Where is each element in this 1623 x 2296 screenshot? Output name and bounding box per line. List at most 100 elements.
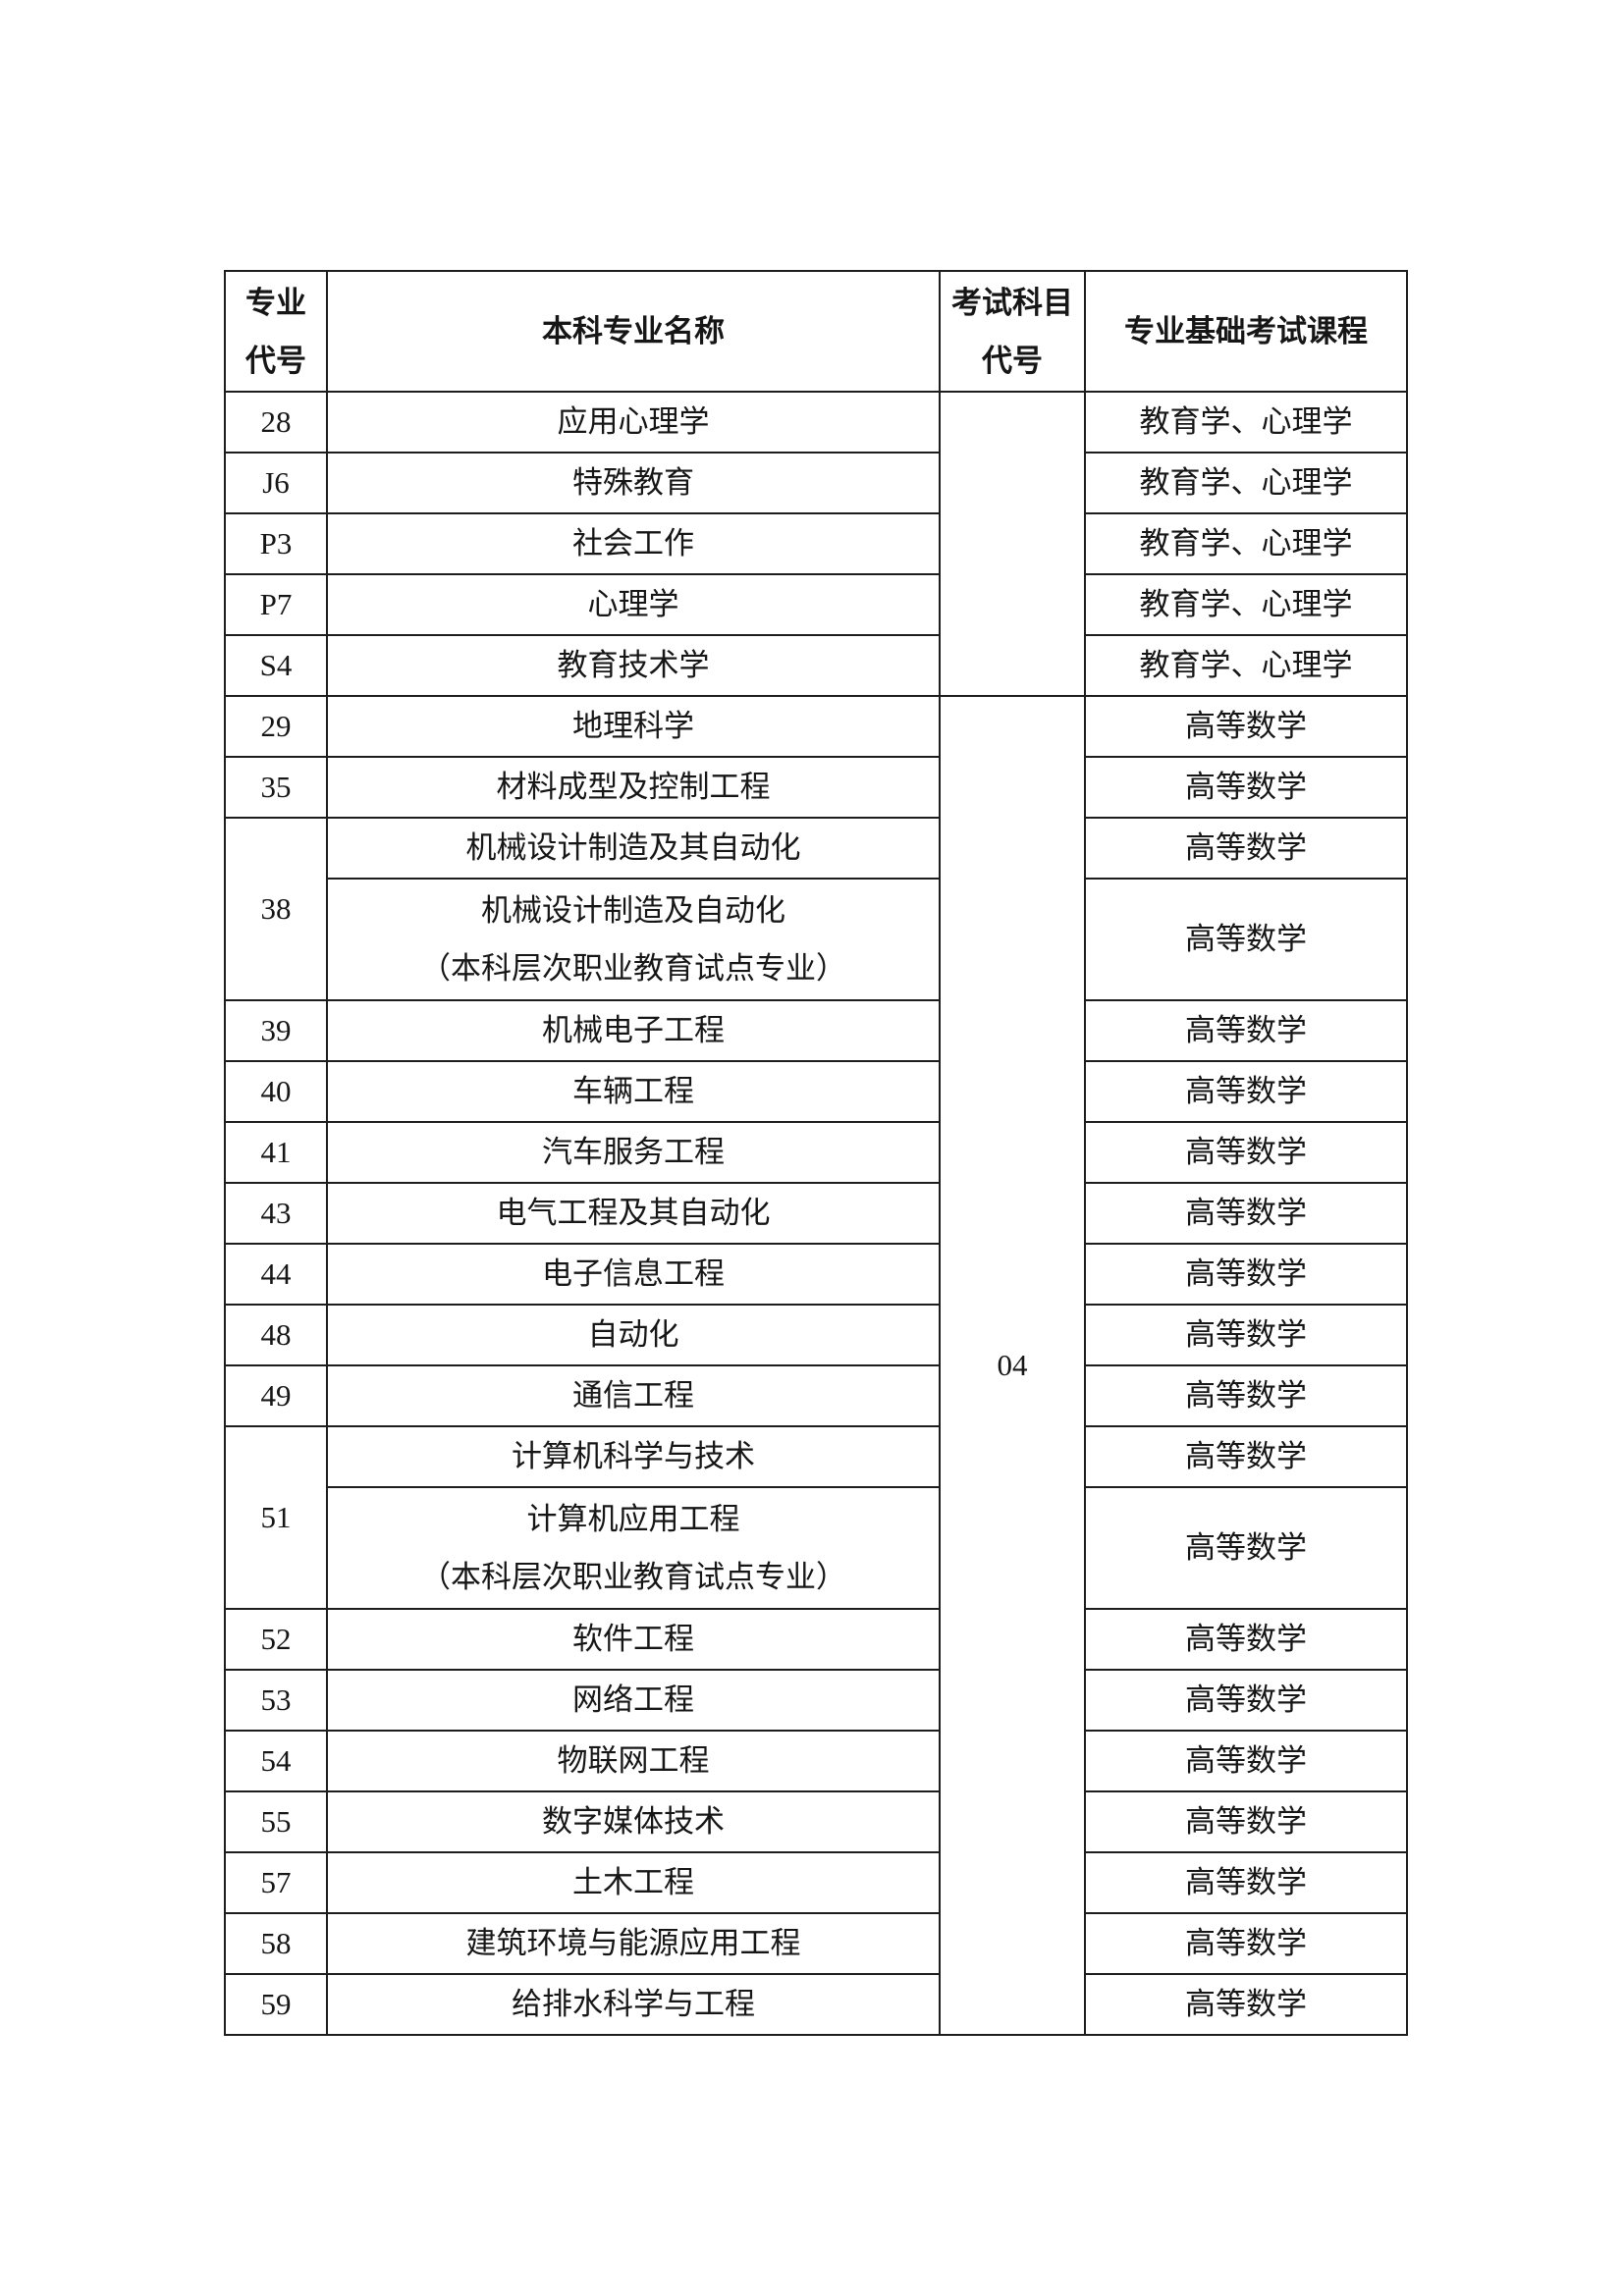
table-row: J6 特殊教育 教育学、心理学 xyxy=(224,452,1408,514)
major-code-cell: 40 xyxy=(224,1060,328,1123)
table-row: S4 教育技术学 教育学、心理学 xyxy=(224,634,1408,697)
major-name-cell: 机械电子工程 xyxy=(326,999,941,1062)
exam-code-cell-group1 xyxy=(939,391,1086,697)
header-major-name: 本科专业名称 xyxy=(326,270,941,393)
major-code-cell: 54 xyxy=(224,1730,328,1792)
table-row: 38 机械设计制造及其自动化 高等数学 xyxy=(224,817,1408,1001)
major-code-cell: 57 xyxy=(224,1851,328,1914)
course-cell: 高等数学 xyxy=(1084,999,1408,1062)
table-row: 51 计算机科学与技术 高等数学 xyxy=(224,1425,1408,1610)
major-name-line1: 机械设计制造及自动化 xyxy=(481,893,785,928)
course-cell: 高等数学 xyxy=(1084,1790,1408,1853)
table-row: 28 应用心理学 教育学、心理学 xyxy=(224,391,1408,697)
course-cell: 高等数学 xyxy=(1084,1243,1408,1306)
table-row: 43 电气工程及其自动化 高等数学 xyxy=(224,1182,1408,1245)
course-cell: 高等数学 xyxy=(1084,695,1408,758)
major-code-cell: P3 xyxy=(224,512,328,575)
course-cell: 高等数学 xyxy=(1084,878,1408,1001)
table-row: 52 软件工程 高等数学 xyxy=(224,1608,1408,1671)
major-name-cell: 建筑环境与能源应用工程 xyxy=(326,1912,941,1975)
major-name-cell: 车辆工程 xyxy=(326,1060,941,1123)
course-cell: 教育学、心理学 xyxy=(1084,573,1408,636)
major-name-cell: 电子信息工程 xyxy=(326,1243,941,1306)
major-code-cell: 49 xyxy=(224,1364,328,1427)
major-name-line1: 计算机应用工程 xyxy=(526,1502,740,1536)
header-exam-subject-code: 考试科目 代号 xyxy=(939,270,1086,393)
major-name-cell: 教育技术学 xyxy=(326,634,941,697)
major-code-cell: S4 xyxy=(224,634,328,697)
major-name-cell: 地理科学 xyxy=(326,695,941,758)
course-cell: 高等数学 xyxy=(1084,1425,1408,1488)
course-cell: 高等数学 xyxy=(1084,1912,1408,1975)
major-code-cell: 58 xyxy=(224,1912,328,1975)
table-row: 44 电子信息工程 高等数学 xyxy=(224,1243,1408,1306)
header-major-code-line1: 专业 xyxy=(245,285,306,320)
course-cell: 高等数学 xyxy=(1084,1121,1408,1184)
major-name-cell: 网络工程 xyxy=(326,1669,941,1732)
header-basic-course: 专业基础考试课程 xyxy=(1084,270,1408,393)
major-name-cell: 机械设计制造及其自动化 xyxy=(326,817,941,880)
major-name-cell: 给排水科学与工程 xyxy=(326,1973,941,2036)
major-code-cell: J6 xyxy=(224,452,328,514)
course-cell: 教育学、心理学 xyxy=(1084,391,1408,454)
exam-code-cell-group2: 04 xyxy=(939,695,1086,2036)
major-name-cell: 软件工程 xyxy=(326,1608,941,1671)
course-cell: 高等数学 xyxy=(1084,756,1408,819)
major-code-cell: 35 xyxy=(224,756,328,819)
table-row: 40 车辆工程 高等数学 xyxy=(224,1060,1408,1123)
major-name-cell: 通信工程 xyxy=(326,1364,941,1427)
course-cell: 高等数学 xyxy=(1084,1973,1408,2036)
table-row: 57 土木工程 高等数学 xyxy=(224,1851,1408,1914)
course-cell: 高等数学 xyxy=(1084,1364,1408,1427)
major-name-cell: 汽车服务工程 xyxy=(326,1121,941,1184)
course-cell: 高等数学 xyxy=(1084,1486,1408,1610)
major-name-line2: （本科层次职业教育试点专业） xyxy=(420,951,846,986)
table-header-row: 专业 代号 本科专业名称 考试科目 代号 专业基础考试课程 xyxy=(224,270,1408,393)
course-cell: 高等数学 xyxy=(1084,1669,1408,1732)
course-cell: 高等数学 xyxy=(1084,817,1408,880)
major-code-cell: 29 xyxy=(224,695,328,758)
major-name-cell: 机械设计制造及自动化 （本科层次职业教育试点专业） xyxy=(326,878,941,1001)
table-row: P3 社会工作 教育学、心理学 xyxy=(224,512,1408,575)
header-exam-subject-code-line1: 考试科目 xyxy=(951,285,1073,320)
course-cell: 高等数学 xyxy=(1084,1304,1408,1366)
major-code-cell: 59 xyxy=(224,1973,328,2036)
major-name-cell: 应用心理学 xyxy=(326,391,941,454)
major-name-cell: 社会工作 xyxy=(326,512,941,575)
course-cell: 高等数学 xyxy=(1084,1730,1408,1792)
major-name-cell: 特殊教育 xyxy=(326,452,941,514)
header-major-code-line2: 代号 xyxy=(245,343,306,378)
table-row: 计算机应用工程 （本科层次职业教育试点专业） 高等数学 xyxy=(225,1486,1408,1610)
course-cell: 高等数学 xyxy=(1084,1608,1408,1671)
table-row: 53 网络工程 高等数学 xyxy=(224,1669,1408,1732)
major-name-cell: 心理学 xyxy=(326,573,941,636)
table-row: 39 机械电子工程 高等数学 xyxy=(224,999,1408,1062)
major-code-cell: 38 xyxy=(224,817,328,1001)
table-row: 58 建筑环境与能源应用工程 高等数学 xyxy=(224,1912,1408,1975)
major-name-line2: （本科层次职业教育试点专业） xyxy=(420,1560,846,1594)
major-code-cell: 53 xyxy=(224,1669,328,1732)
table-row: 29 地理科学 04 高等数学 xyxy=(224,695,1408,2036)
majors-exam-table: 专业 代号 本科专业名称 考试科目 代号 专业基础考试课程 28 应用心理学 教… xyxy=(224,270,1408,2036)
major-name-cell: 计算机科学与技术 xyxy=(326,1425,941,1488)
course-cell: 高等数学 xyxy=(1084,1060,1408,1123)
table-row: 54 物联网工程 高等数学 xyxy=(224,1730,1408,1792)
table-row: 41 汽车服务工程 高等数学 xyxy=(224,1121,1408,1184)
table-row: 49 通信工程 高等数学 xyxy=(224,1364,1408,1427)
table-row: P7 心理学 教育学、心理学 xyxy=(224,573,1408,636)
major-name-cell: 计算机应用工程 （本科层次职业教育试点专业） xyxy=(326,1486,941,1610)
course-cell: 教育学、心理学 xyxy=(1084,452,1408,514)
course-cell: 教育学、心理学 xyxy=(1084,512,1408,575)
major-code-cell: 55 xyxy=(224,1790,328,1853)
major-name-cell: 数字媒体技术 xyxy=(326,1790,941,1853)
course-cell: 高等数学 xyxy=(1084,1851,1408,1914)
major-code-cell: 51 xyxy=(224,1425,328,1610)
major-code-cell: 43 xyxy=(224,1182,328,1245)
major-name-cell: 电气工程及其自动化 xyxy=(326,1182,941,1245)
major-code-cell: 39 xyxy=(224,999,328,1062)
major-code-cell: P7 xyxy=(224,573,328,636)
major-code-cell: 41 xyxy=(224,1121,328,1184)
table-row: 48 自动化 高等数学 xyxy=(224,1304,1408,1366)
header-major-code: 专业 代号 xyxy=(224,270,328,393)
major-name-cell: 土木工程 xyxy=(326,1851,941,1914)
